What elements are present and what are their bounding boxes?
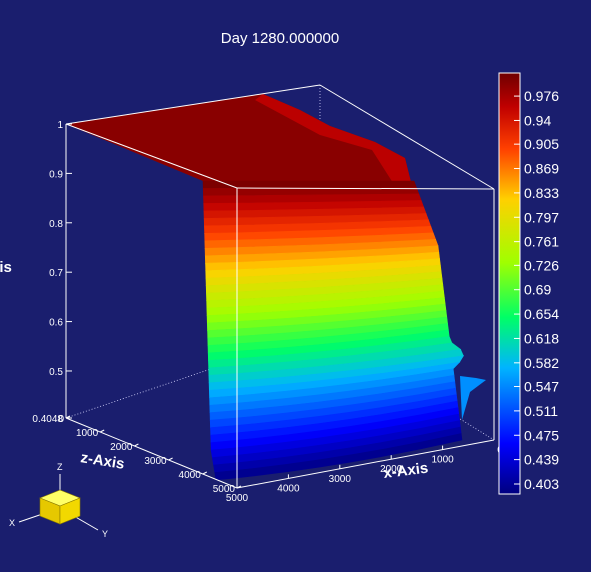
colorbar-tick-label: 0.439 [524, 452, 559, 468]
chart-title: Day 1280.000000 [221, 30, 339, 47]
z-axis-label: z-Axis [79, 449, 125, 473]
z-tick-mark [65, 415, 71, 419]
y-tick-label: 0.7 [49, 268, 63, 279]
colorbar-tick-label: 0.905 [524, 136, 559, 152]
z-tick-label: 5000 [213, 484, 236, 495]
colorbar-tick-label: 0.475 [524, 427, 559, 443]
colorbar-tick-label: 0.869 [524, 161, 559, 177]
surface-tip [460, 376, 486, 420]
triad-label-z: Z [57, 462, 63, 472]
surface-plot [66, 94, 486, 481]
z-tick-label: 4000 [179, 470, 202, 481]
z-axis-ticks: 0 1000 2000 3000 4000 5000 [58, 414, 242, 495]
z-tick-label: 1000 [76, 428, 99, 439]
box-front-edges [65, 84, 495, 489]
x-tick-label: 3000 [329, 474, 352, 485]
z-tick-mark [202, 471, 208, 475]
colorbar-tick-label: 0.833 [524, 185, 559, 201]
surface-band [214, 433, 463, 481]
colorbar-tick-label: 0.94 [524, 112, 551, 128]
colorbar-tick-label: 0.761 [524, 234, 559, 250]
colorbar-tick-label: 0.976 [524, 88, 559, 104]
y-tick-label: 0.5 [49, 367, 63, 378]
y-tick-label: 0.4048 [32, 414, 63, 425]
triad-cube-right [59, 497, 81, 525]
colorbar-tick-label: 0.582 [524, 355, 559, 371]
colorbar-tick-label: 0.547 [524, 379, 559, 395]
z-tick-label: 2000 [110, 442, 133, 453]
surface-top-plateau [66, 94, 412, 186]
colorbar-tick-label: 0.511 [524, 403, 558, 419]
x-tick-label: 1000 [431, 455, 454, 466]
y-tick-label: 0.6 [49, 318, 63, 329]
colorbar-tick-label: 0.654 [524, 306, 559, 322]
orientation-triad: Z X Y [9, 462, 108, 539]
triad-label-y: Y [102, 529, 108, 539]
colorbar-tick-label: 0.726 [524, 257, 559, 273]
colorbar-tick-label: 0.797 [524, 209, 559, 225]
x-tick-label: 5000 [226, 493, 249, 504]
y-axis-label: Y-Axis [0, 259, 12, 276]
colorbar-tick-label: 0.69 [524, 282, 551, 298]
z-tick-mark [99, 429, 105, 433]
z-tick-mark [168, 457, 173, 461]
z-tick-label: 3000 [144, 456, 167, 467]
y-axis-ticks: 0.4048 0.5 0.6 0.7 0.8 0.9 1 [32, 120, 72, 425]
z-tick-mark [134, 443, 139, 447]
x-tick-label: 2000 [380, 464, 403, 475]
colorbar-tick-label: 0.618 [524, 330, 559, 346]
z-tick-label: 0 [58, 414, 64, 425]
surface-top-ridge [255, 94, 412, 186]
colorbar-tick-label: 0.403 [524, 476, 559, 492]
y-tick-label: 0.9 [49, 169, 63, 180]
x-axis-label: x-Axis [382, 460, 429, 482]
x-tick-label: 4000 [277, 483, 300, 494]
triad-label-x: X [9, 518, 15, 528]
colorbar-ticks: 0.976 0.94 0.905 0.869 0.833 0.797 0.761 0.726 0… [514, 88, 559, 492]
z-tick-mark [236, 485, 242, 489]
y-tick-label: 0.8 [49, 219, 63, 230]
colorbar-gradient-bar [498, 72, 521, 495]
y-tick-label: 1 [57, 120, 63, 131]
